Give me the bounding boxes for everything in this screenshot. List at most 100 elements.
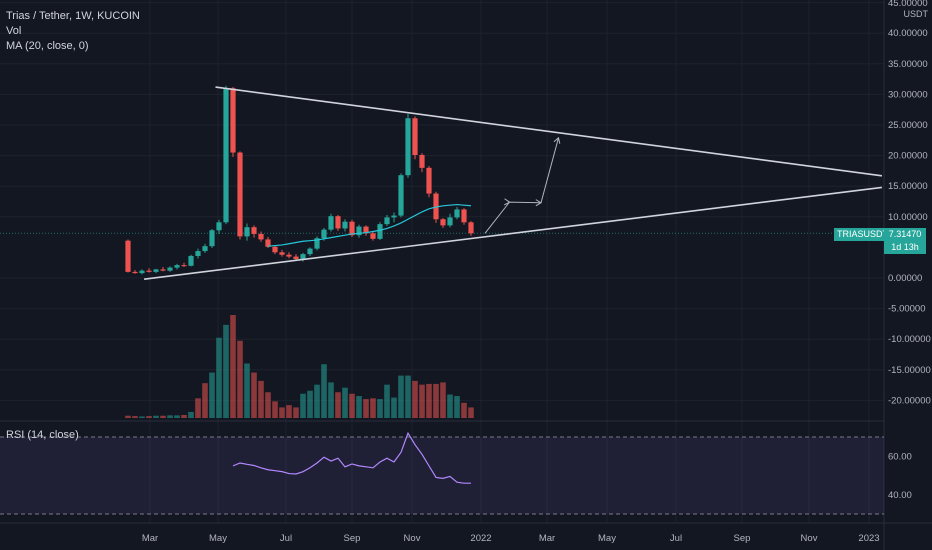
volume-bar [398,375,404,418]
price-tick-label: 10.00000 [888,212,928,223]
candle-body [174,265,180,268]
candle-body [146,270,152,272]
rsi-tick-label: 60.00 [888,451,912,462]
candle-body [370,233,376,239]
candle-body [419,154,425,168]
candle-body [230,88,236,153]
volume-label[interactable]: Vol [6,25,22,37]
candle-body [384,217,390,225]
candle-body [216,222,222,231]
time-tick-label: 2023 [858,533,879,544]
price-tick-label: -15.00000 [888,365,931,376]
candle-body [167,267,173,271]
time-tick-label: 2022 [470,533,491,544]
price-tick-label: -20.00000 [888,395,931,406]
volume-bar [454,396,460,418]
time-tick-label: May [209,533,227,544]
volume-bar [244,363,250,418]
time-tick-label: May [598,533,616,544]
volume-bar [440,382,446,418]
candle-body [468,222,474,234]
candle-body [377,224,383,239]
volume-bar [202,383,208,418]
candle-body [153,269,159,272]
volume-bar [125,415,131,418]
candle-body [321,229,327,239]
lower-trendline [144,186,882,281]
volume-bar [300,393,306,418]
candle-body [426,167,432,194]
volume-bar [461,402,467,418]
last-price-tag: 7.31470 [884,228,926,241]
candle-body [237,152,243,237]
volume-bar [307,390,313,418]
volume-bar [426,383,432,418]
rsi-line [232,431,471,484]
volume-bar [356,396,362,418]
ma-label[interactable]: MA (20, close, 0) [6,40,89,52]
time-tick-label: Jul [670,533,682,544]
ma-line [267,203,472,247]
arrow-head [553,136,561,144]
upper-trendline [215,86,883,177]
candle-body [202,246,208,252]
candle-body [293,256,299,260]
volume-bar [132,416,138,418]
candle-body [209,230,215,247]
candle-body [188,255,194,266]
volume-bar [335,392,341,418]
rsi-label[interactable]: RSI (14, close) [6,429,79,441]
candle-body [195,251,201,256]
candle-body [349,221,355,236]
symbol-tag-label: TRIASUSDT [837,229,889,239]
volume-bar [181,414,187,418]
volume-bar [377,399,383,418]
projection-arrow [484,137,559,234]
volume-bar [188,411,194,418]
time-tick-label: Nov [404,533,421,544]
volume-bar [139,416,145,418]
volume-bar [349,393,355,418]
candle-body [251,227,257,234]
volume-bar [286,405,292,418]
candle-body [160,269,166,271]
volume-bar [468,407,474,418]
arrow-head [535,199,542,207]
candle-body [398,175,404,216]
price-tick-label: 20.00000 [888,151,928,162]
candle-body [454,209,460,218]
price-tick-label: 0.00000 [888,273,922,284]
candle-body [335,216,341,229]
volume-bar [251,372,257,418]
candle-body [391,215,397,218]
legend: Trias / Tether, 1W, KUCOIN Vol MA (20, c… [6,9,140,54]
time-tick-label: Nov [801,533,818,544]
volume-bar [391,397,397,418]
candle-body [307,248,313,255]
volume-bar [272,401,278,418]
time-tick-label: Jul [280,533,292,544]
candle-body [272,246,278,253]
time-tick-label: Mar [142,533,158,544]
candle-body [244,227,250,237]
symbol-price-tag: TRIASUSDT [834,228,892,241]
rsi-band [0,437,884,514]
volume-bar [237,340,243,418]
symbol-title[interactable]: Trias / Tether, 1W, KUCOIN [6,10,140,22]
volume-bar [293,407,299,418]
candle-body [125,240,131,272]
volume-bar [321,364,327,418]
volume-bar [405,375,411,418]
volume-bar [384,384,390,418]
volume-bar [209,372,215,418]
candle-body [314,238,320,249]
candle-body [139,270,145,274]
volume-bar [195,398,201,418]
candle-body [258,233,264,240]
volume-bar [363,399,369,418]
price-tick-label: 45.00000 [888,0,928,9]
volume-bar [174,415,180,418]
volume-bar [412,380,418,418]
time-tick-label: Sep [344,533,361,544]
